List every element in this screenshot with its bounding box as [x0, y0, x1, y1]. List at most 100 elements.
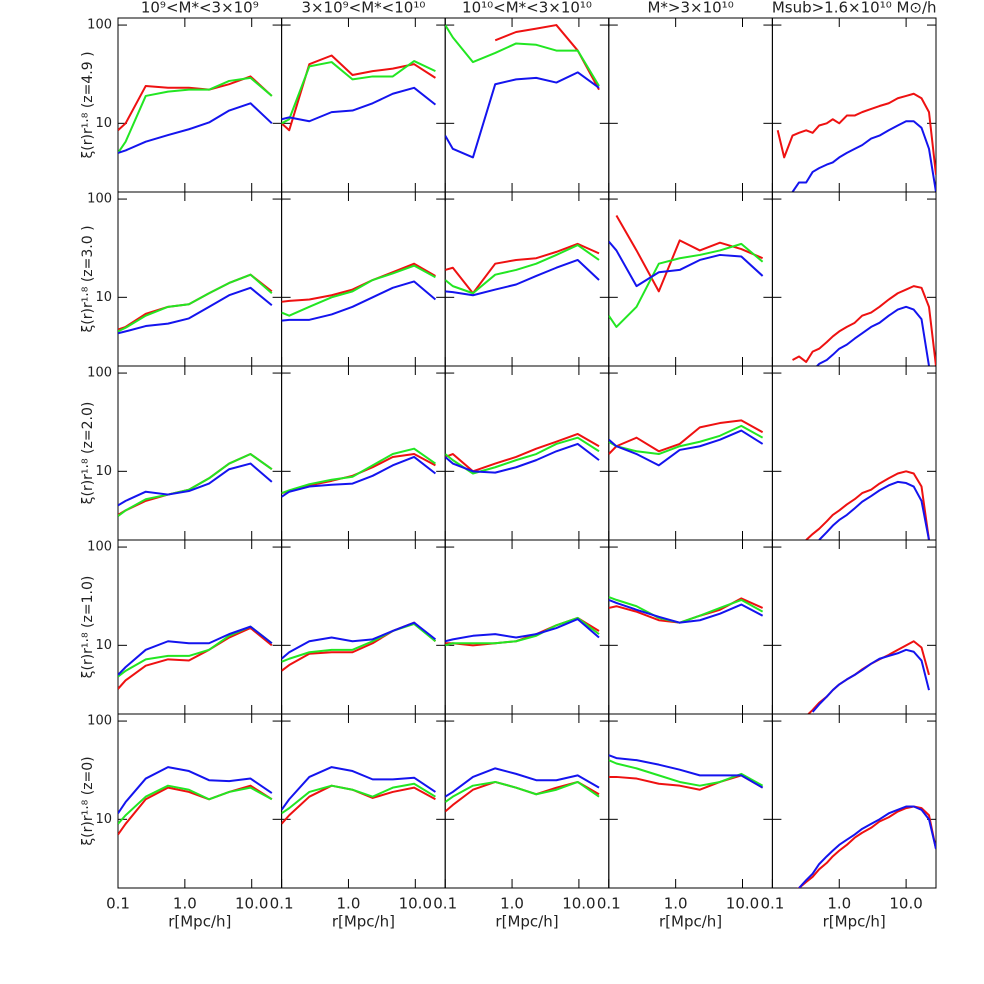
panel-title: M*>3×10¹⁰	[647, 0, 733, 17]
x-tick-label: 0.1	[106, 895, 130, 913]
data-line	[281, 447, 437, 495]
plot-area	[281, 766, 436, 825]
data-line	[281, 60, 436, 125]
data-line	[445, 618, 600, 643]
data-line	[118, 625, 273, 676]
plot-area	[118, 273, 273, 335]
plot-area	[608, 419, 764, 467]
y-tick-label: 100	[87, 192, 112, 207]
x-tick-label: 10.0	[399, 895, 432, 913]
plot-area	[281, 262, 437, 322]
data-line	[445, 432, 600, 473]
data-line	[818, 480, 930, 540]
plot-area	[797, 805, 937, 888]
x-axis-label: r[Mpc/h]	[659, 913, 722, 931]
panel: 3×10⁹<M*<10¹⁰	[281, 0, 446, 193]
data-line	[281, 766, 436, 811]
plot-area	[445, 432, 600, 475]
data-line	[608, 419, 764, 455]
data-line	[791, 120, 937, 192]
y-tick-label: 10	[95, 812, 112, 827]
y-tick-label: 100	[87, 714, 112, 729]
data-line	[445, 442, 600, 474]
data-line	[118, 784, 273, 825]
data-line	[445, 242, 600, 295]
y-axis-label: ξ(r)r¹·⁸ (z=0)	[80, 756, 96, 845]
x-tick-label: 0.1	[597, 895, 621, 913]
plot-area	[776, 92, 937, 192]
data-line	[445, 244, 600, 295]
x-tick-label: 0.1	[433, 895, 457, 913]
plot-area	[608, 215, 764, 328]
panel: 0.1 1.0 10.0r[Mpc/h]	[760, 713, 937, 931]
data-line	[798, 805, 937, 888]
data-line	[445, 24, 600, 87]
data-line	[118, 76, 273, 154]
data-line	[608, 754, 764, 789]
y-tick-label: 10	[95, 638, 112, 653]
data-line	[281, 621, 437, 660]
data-line	[608, 598, 764, 624]
plot-area	[281, 54, 437, 132]
data-line	[608, 759, 764, 787]
x-tick-label: 10.0	[889, 895, 922, 913]
plot-area	[118, 766, 273, 836]
x-axis-label: r[Mpc/h]	[332, 913, 395, 931]
y-axis-label: ξ(r)r¹·⁸ (z=4.9 )	[80, 51, 96, 158]
data-line	[811, 648, 930, 713]
data-line	[118, 102, 273, 154]
panel: 0.1 1.0 10.0 10 100 ξ(r)r¹·⁸ (z=0) r[Mpc/h]	[80, 713, 283, 931]
data-line	[281, 782, 436, 815]
data-line	[281, 455, 437, 498]
plot-area	[445, 767, 600, 813]
y-tick-label: 10	[95, 290, 112, 305]
x-tick-label: 0.1	[760, 895, 784, 913]
x-tick-label: 1.0	[500, 895, 524, 913]
data-line	[118, 766, 273, 814]
x-tick-label: 10.0	[562, 895, 595, 913]
plot-area	[792, 285, 937, 366]
data-line	[805, 470, 930, 540]
plot-area	[118, 625, 273, 690]
y-axis-label: ξ(r)r¹·⁸ (z=1.0)	[80, 576, 96, 679]
data-line	[445, 780, 600, 803]
plot-area	[281, 447, 437, 498]
data-line	[118, 627, 273, 690]
data-line	[445, 767, 600, 798]
y-tick-label: 100	[87, 540, 112, 555]
data-line	[118, 462, 273, 507]
data-line	[608, 240, 764, 288]
plot-area	[445, 24, 600, 159]
data-line	[815, 305, 930, 366]
panel-title: 10¹⁰<M*<3×10¹⁰	[462, 0, 592, 17]
panel: Msub>1.6×10¹⁰ M⊙/h	[772, 0, 937, 193]
data-line	[608, 429, 764, 467]
data-line	[118, 273, 273, 333]
plot-area	[118, 453, 273, 517]
data-line	[445, 616, 600, 647]
data-line	[281, 280, 437, 322]
plot-area	[445, 242, 600, 297]
data-line	[792, 285, 937, 366]
data-line	[776, 92, 937, 175]
x-axis-label: r[Mpc/h]	[168, 913, 231, 931]
x-tick-label: 10.0	[235, 895, 268, 913]
data-line	[281, 86, 437, 123]
plot-area	[608, 596, 764, 624]
panel	[771, 539, 937, 715]
panel-title: 10⁹<M*<3×10⁹	[141, 0, 259, 17]
x-axis-label: r[Mpc/h]	[823, 913, 886, 931]
data-line	[608, 242, 764, 328]
plot-area	[806, 640, 930, 714]
plot-area	[445, 616, 600, 647]
panel-title: 3×10⁹<M*<10¹⁰	[301, 0, 425, 17]
plot-area	[805, 470, 930, 540]
x-tick-label: 0.1	[270, 895, 294, 913]
data-line	[445, 71, 600, 159]
plot-area	[608, 754, 764, 791]
y-tick-label: 100	[87, 18, 112, 33]
panel	[444, 191, 610, 367]
y-axis-label: ξ(r)r¹·⁸ (z=2.0)	[80, 402, 96, 505]
y-tick-label: 100	[87, 366, 112, 381]
